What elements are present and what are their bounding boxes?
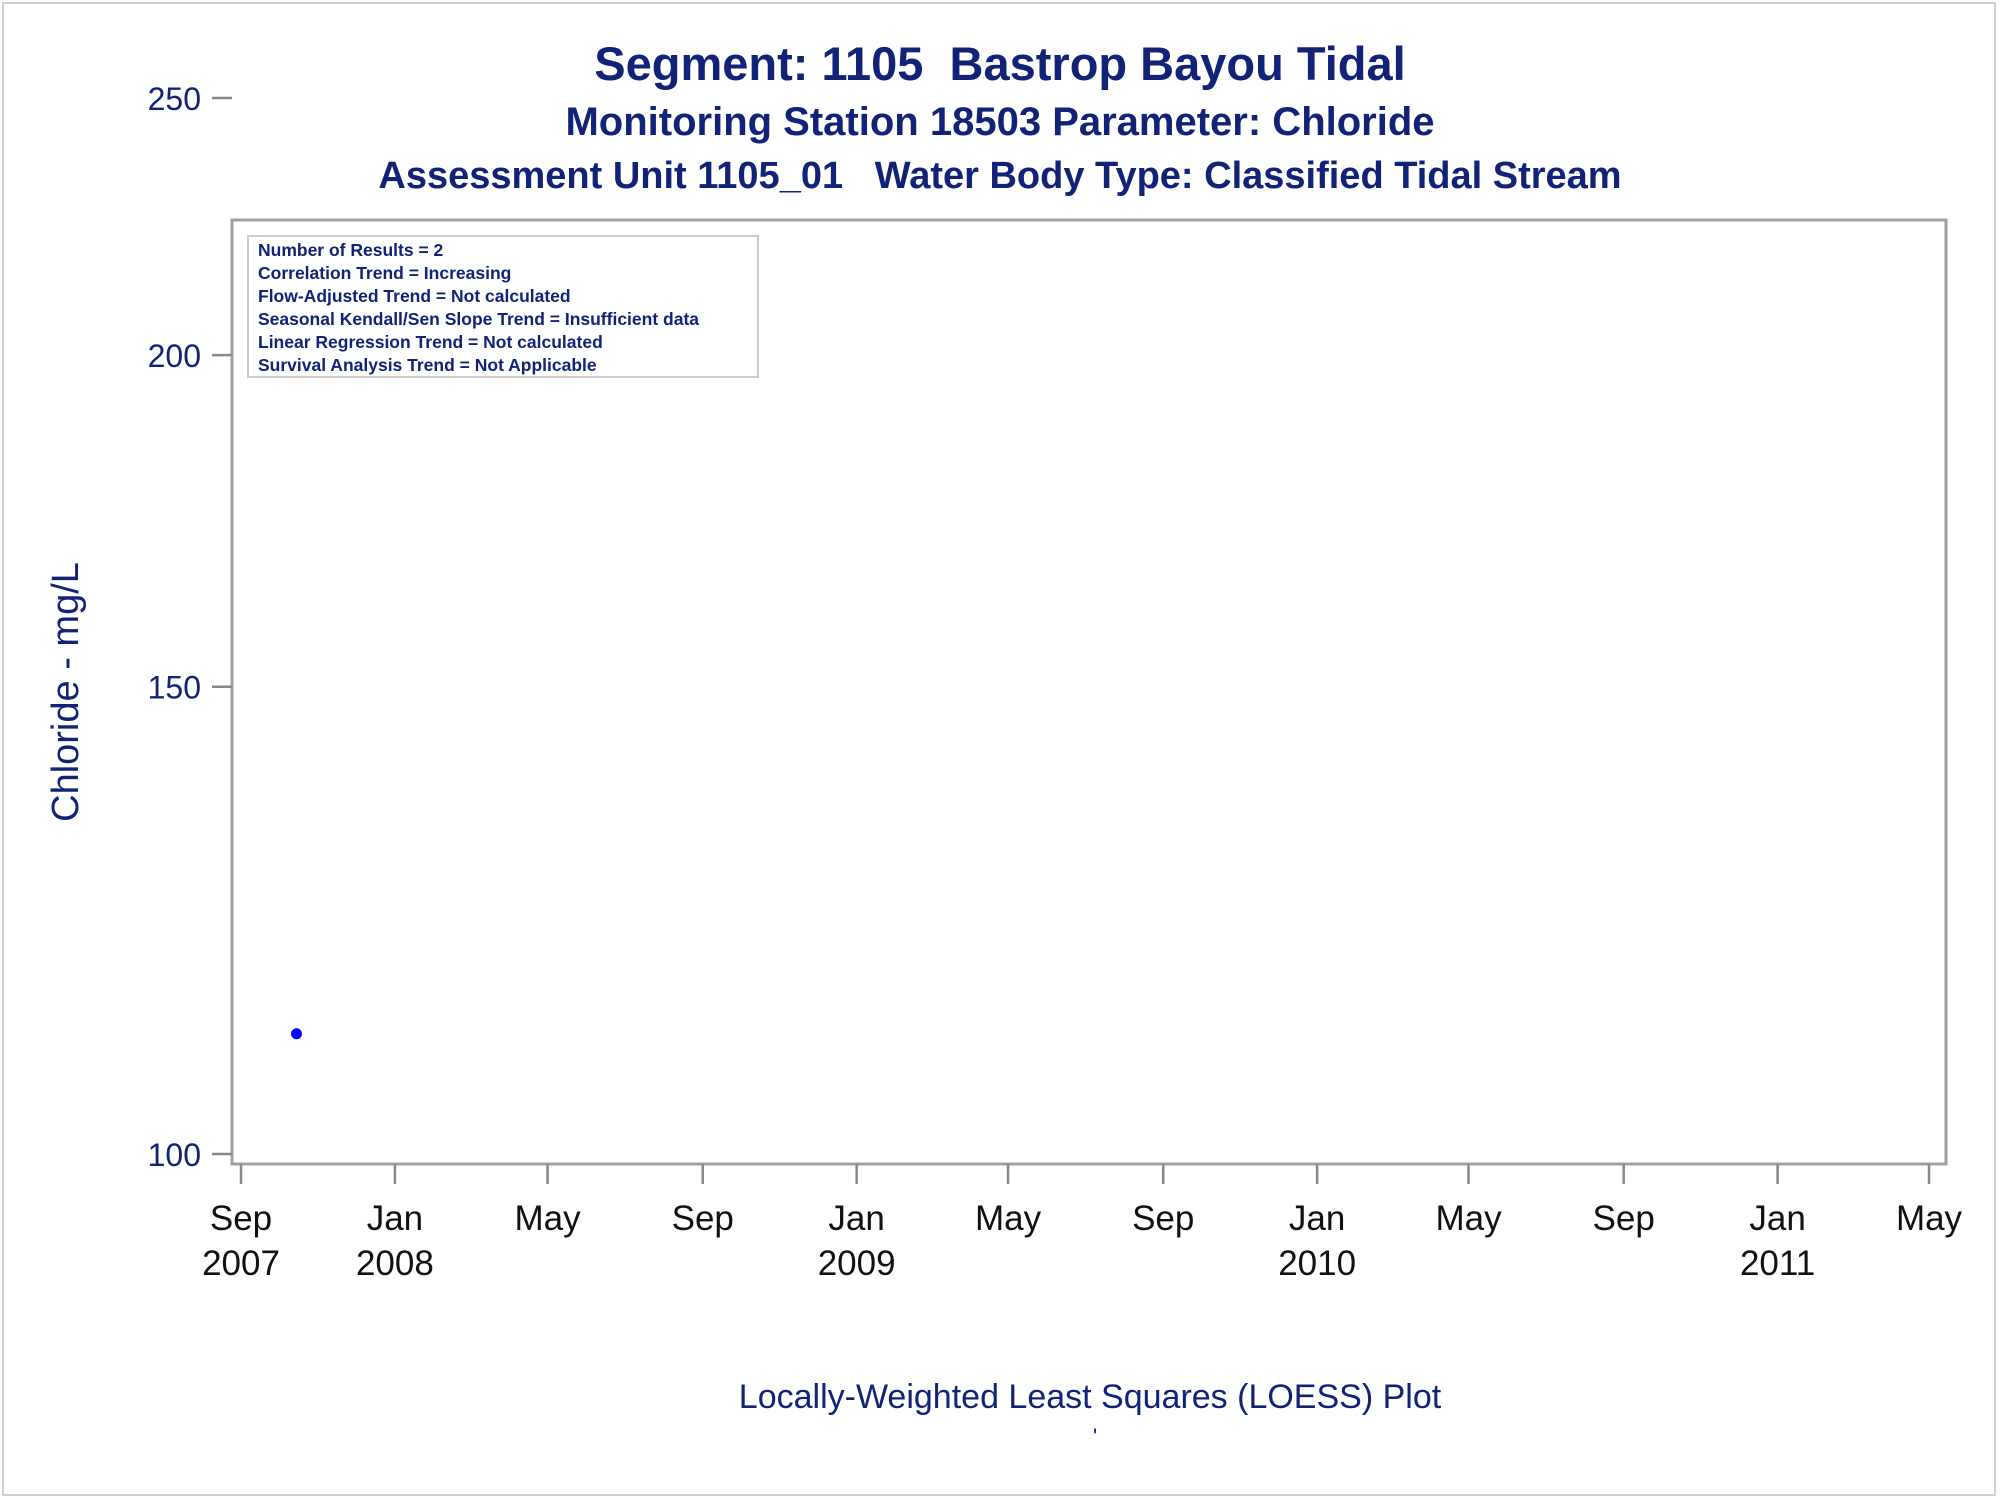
footnote-mark: ' bbox=[1093, 1424, 1098, 1449]
x-tick-label-year: 2008 bbox=[356, 1244, 434, 1283]
x-tick-label-year: 2011 bbox=[1740, 1244, 1815, 1283]
stats-line: Flow-Adjusted Trend = Not calculated bbox=[258, 286, 571, 306]
data-points bbox=[291, 1028, 303, 1040]
x-tick-label-year: 2007 bbox=[202, 1244, 280, 1283]
y-tick-label: 150 bbox=[148, 670, 201, 706]
stats-line: Survival Analysis Trend = Not Applicable bbox=[258, 355, 597, 375]
stats-box-frame bbox=[247, 235, 759, 378]
stats-box: Number of Results = 2 Correlation Trend =… bbox=[247, 235, 759, 378]
x-tick-label-month: Sep bbox=[1593, 1199, 1655, 1238]
x-tick-label-month: May bbox=[515, 1199, 582, 1238]
stats-line: Number of Results = 2 bbox=[258, 240, 444, 260]
axes: 100150200250300350400450500Chloride - mg… bbox=[45, 81, 1963, 1283]
x-tick-label-month: Jan bbox=[367, 1199, 423, 1238]
chart-title: Segment: 1105 Bastrop Bayou Tidal bbox=[594, 37, 1406, 90]
x-tick-label-month: Sep bbox=[210, 1199, 272, 1238]
x-tick-label-month: Sep bbox=[672, 1199, 734, 1238]
y-tick-label: 200 bbox=[148, 338, 201, 374]
stats-line: Linear Regression Trend = Not calculated bbox=[258, 332, 603, 352]
y-tick-label: 250 bbox=[148, 81, 201, 117]
x-tick-label-month: Jan bbox=[828, 1199, 884, 1238]
x-tick-label-month: May bbox=[975, 1199, 1042, 1238]
x-tick-label-month: Jan bbox=[1749, 1199, 1805, 1238]
x-tick-label-month: Jan bbox=[1289, 1199, 1345, 1238]
x-tick-label-year: 2010 bbox=[1278, 1244, 1356, 1283]
y-axis-label: Chloride - mg/L bbox=[45, 562, 87, 822]
x-tick-label-month: May bbox=[1435, 1199, 1502, 1238]
x-tick-label-month: Sep bbox=[1132, 1199, 1194, 1238]
data-point bbox=[291, 1028, 303, 1040]
chart-subtitle-assessment: Assessment Unit 1105_01 Water Body Type:… bbox=[378, 155, 1622, 197]
plot-area-frame bbox=[230, 218, 1948, 1166]
x-tick-label-month: May bbox=[1896, 1199, 1963, 1238]
x-tick-label-year: 2009 bbox=[818, 1244, 896, 1283]
stats-line: Correlation Trend = Increasing bbox=[258, 263, 511, 283]
chart-subtitle-station: Monitoring Station 18503 Parameter: Chlo… bbox=[565, 100, 1435, 144]
stats-line: Seasonal Kendall/Sen Slope Trend = Insuf… bbox=[258, 309, 699, 329]
y-tick-label: 100 bbox=[148, 1137, 201, 1173]
plot-footnote: Locally-Weighted Least Squares (LOESS) P… bbox=[738, 1378, 1442, 1416]
